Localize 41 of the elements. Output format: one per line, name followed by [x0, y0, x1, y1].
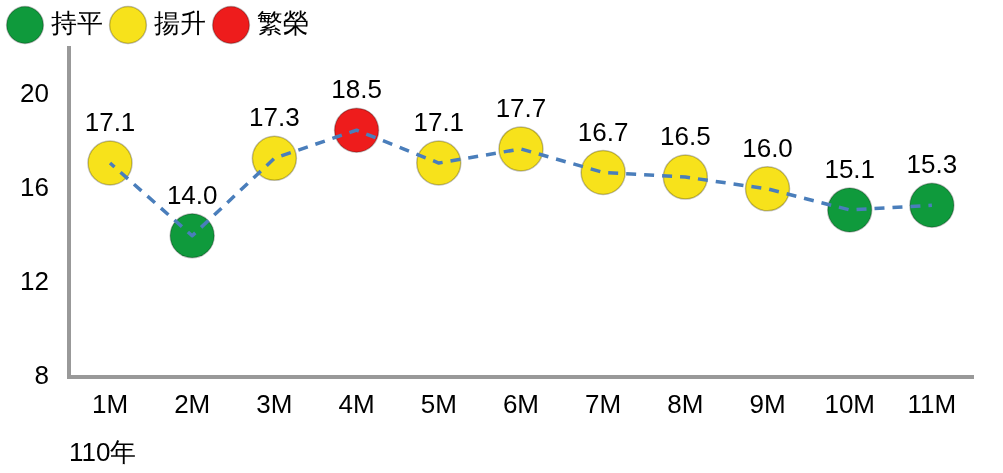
point [580, 149, 626, 196]
legend-label: 持平 [51, 8, 103, 39]
y-tick-label: 8 [34, 359, 49, 390]
point [169, 213, 215, 259]
data-label: 18.5 [331, 74, 382, 105]
data-label: 15.3 [906, 149, 958, 180]
x-tick-label: 9M [749, 389, 786, 420]
point [498, 126, 544, 172]
point [333, 107, 380, 153]
point [826, 187, 873, 233]
x-axis-title: 110年 [68, 436, 137, 467]
x-tick-label: 2M [174, 389, 211, 420]
point [87, 140, 133, 186]
data-label: 16.7 [577, 116, 629, 147]
x-tick-label: 6M [502, 389, 540, 420]
point [416, 140, 462, 186]
data-label: 14.0 [166, 179, 218, 210]
point [744, 166, 791, 212]
y-tick-label: 16 [20, 172, 49, 202]
point [909, 182, 955, 229]
x-tick-label: 1M [91, 389, 129, 420]
legend-label: 揚升 [154, 8, 206, 39]
data-label: 17.3 [249, 102, 300, 133]
x-tick-label: 5M [420, 389, 457, 420]
x-tick-label: 8M [667, 389, 704, 420]
x-tick-label: 3M [256, 389, 293, 420]
x-tick-label: 4M [338, 389, 375, 420]
x-tick-label: 7M [585, 389, 622, 420]
point [662, 154, 709, 200]
data-label: 16.0 [742, 133, 793, 163]
y-tick-label: 12 [20, 265, 49, 296]
data-label: 16.5 [660, 121, 711, 152]
data-label: 17.7 [495, 93, 547, 124]
data-label: 17.1 [84, 107, 136, 138]
legend-label: 繁榮 [257, 8, 309, 39]
data-label: 15.1 [824, 154, 876, 185]
data-label: 17.1 [413, 107, 465, 138]
x-tick-label: 10M [824, 389, 876, 420]
y-tick-label: 20 [20, 78, 49, 109]
point [251, 135, 298, 182]
x-tick-label: 11M [907, 389, 957, 420]
